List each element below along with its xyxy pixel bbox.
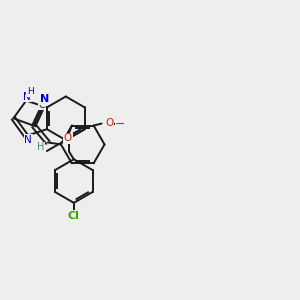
Text: C: C — [39, 100, 46, 110]
Text: —: — — [115, 119, 124, 128]
Text: O: O — [64, 134, 72, 143]
Text: N: N — [24, 135, 32, 145]
Text: O: O — [106, 118, 114, 128]
Text: N: N — [40, 94, 49, 104]
Text: H: H — [27, 87, 34, 96]
Text: N: N — [23, 92, 31, 102]
Text: Cl: Cl — [68, 211, 80, 221]
Text: H: H — [37, 142, 45, 152]
